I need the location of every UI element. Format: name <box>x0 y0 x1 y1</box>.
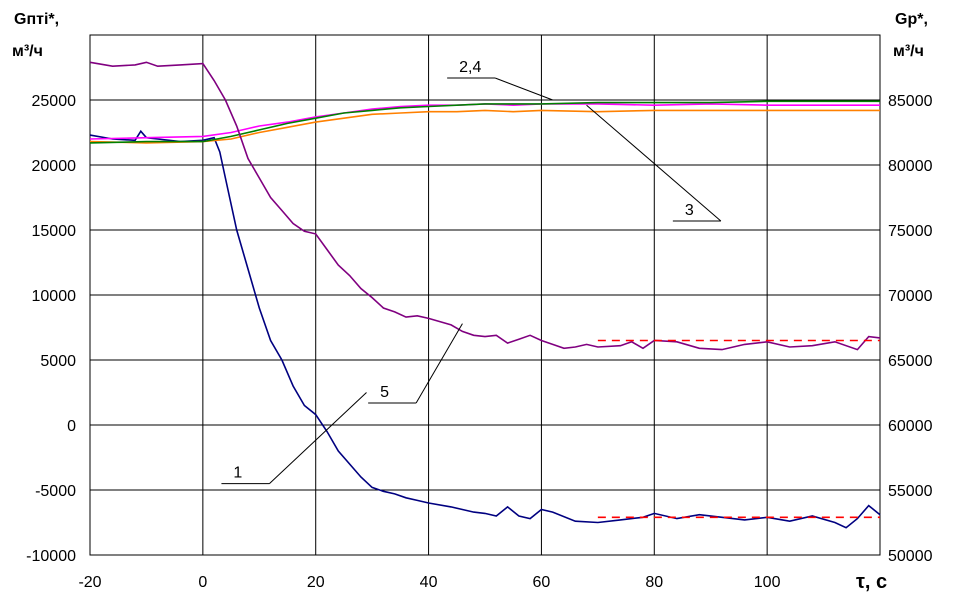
series-line-1 <box>89 129 881 529</box>
x-tick-label: 40 <box>420 574 438 591</box>
x-tick-label: -20 <box>78 574 101 591</box>
y-right-tick-label: 75000 <box>888 223 933 240</box>
annotation-leader <box>415 323 463 404</box>
curve-label: 5 <box>380 384 389 401</box>
x-tick-label: 100 <box>754 574 781 591</box>
curve-label: 1 <box>233 465 242 482</box>
y-left-tick-label: 25000 <box>32 93 77 110</box>
tick-labels: -20 0 20 40 60 80 100-10000-500005000100001500… <box>26 93 932 591</box>
series-line-2 <box>89 103 880 140</box>
x-tick-label: 20 <box>307 574 325 591</box>
y-right-tick-label: 70000 <box>888 288 933 305</box>
annotations: 1 5 3 2,4 <box>221 59 722 485</box>
x-tick-label: 80 <box>645 574 663 591</box>
annotation-leader <box>269 392 367 484</box>
y-left-tick-label: 10000 <box>32 288 77 305</box>
y-left-tick-label: 0 <box>67 418 76 435</box>
curve-label: 2,4 <box>459 59 481 76</box>
series-line-5 <box>89 61 881 351</box>
reference-lines <box>597 339 880 519</box>
y-right-tick-label: 85000 <box>888 93 933 110</box>
x-axis-title: τ, с <box>856 571 887 593</box>
series-line-4 <box>89 100 880 144</box>
grid <box>89 34 881 556</box>
y-right-tick-label: 65000 <box>888 353 933 370</box>
y-left-tick-label: 20000 <box>32 158 77 175</box>
y-left-tick-label: 5000 <box>40 353 76 370</box>
y-left-tick-label: -5000 <box>35 483 76 500</box>
curve-label: 3 <box>685 202 694 219</box>
series-line-3 <box>89 109 880 144</box>
y-right-title-line1: Gр*, <box>895 11 928 28</box>
y-left-title-line1: Gпті*, <box>14 11 59 28</box>
annotation-leader <box>494 77 553 101</box>
y-right-tick-label: 50000 <box>888 548 933 565</box>
y-right-title-line2: м³/ч <box>893 43 924 60</box>
y-right-tick-label: 80000 <box>888 158 933 175</box>
series-layer <box>89 61 881 529</box>
annotation-leader <box>586 104 722 222</box>
y-left-tick-label: 15000 <box>32 223 77 240</box>
y-right-tick-label: 60000 <box>888 418 933 435</box>
x-tick-label: 60 <box>533 574 551 591</box>
y-right-tick-label: 55000 <box>888 483 933 500</box>
x-tick-label: 0 <box>198 574 207 591</box>
y-left-tick-label: -10000 <box>26 548 76 565</box>
y-left-title-line2: м³/ч <box>12 43 43 60</box>
